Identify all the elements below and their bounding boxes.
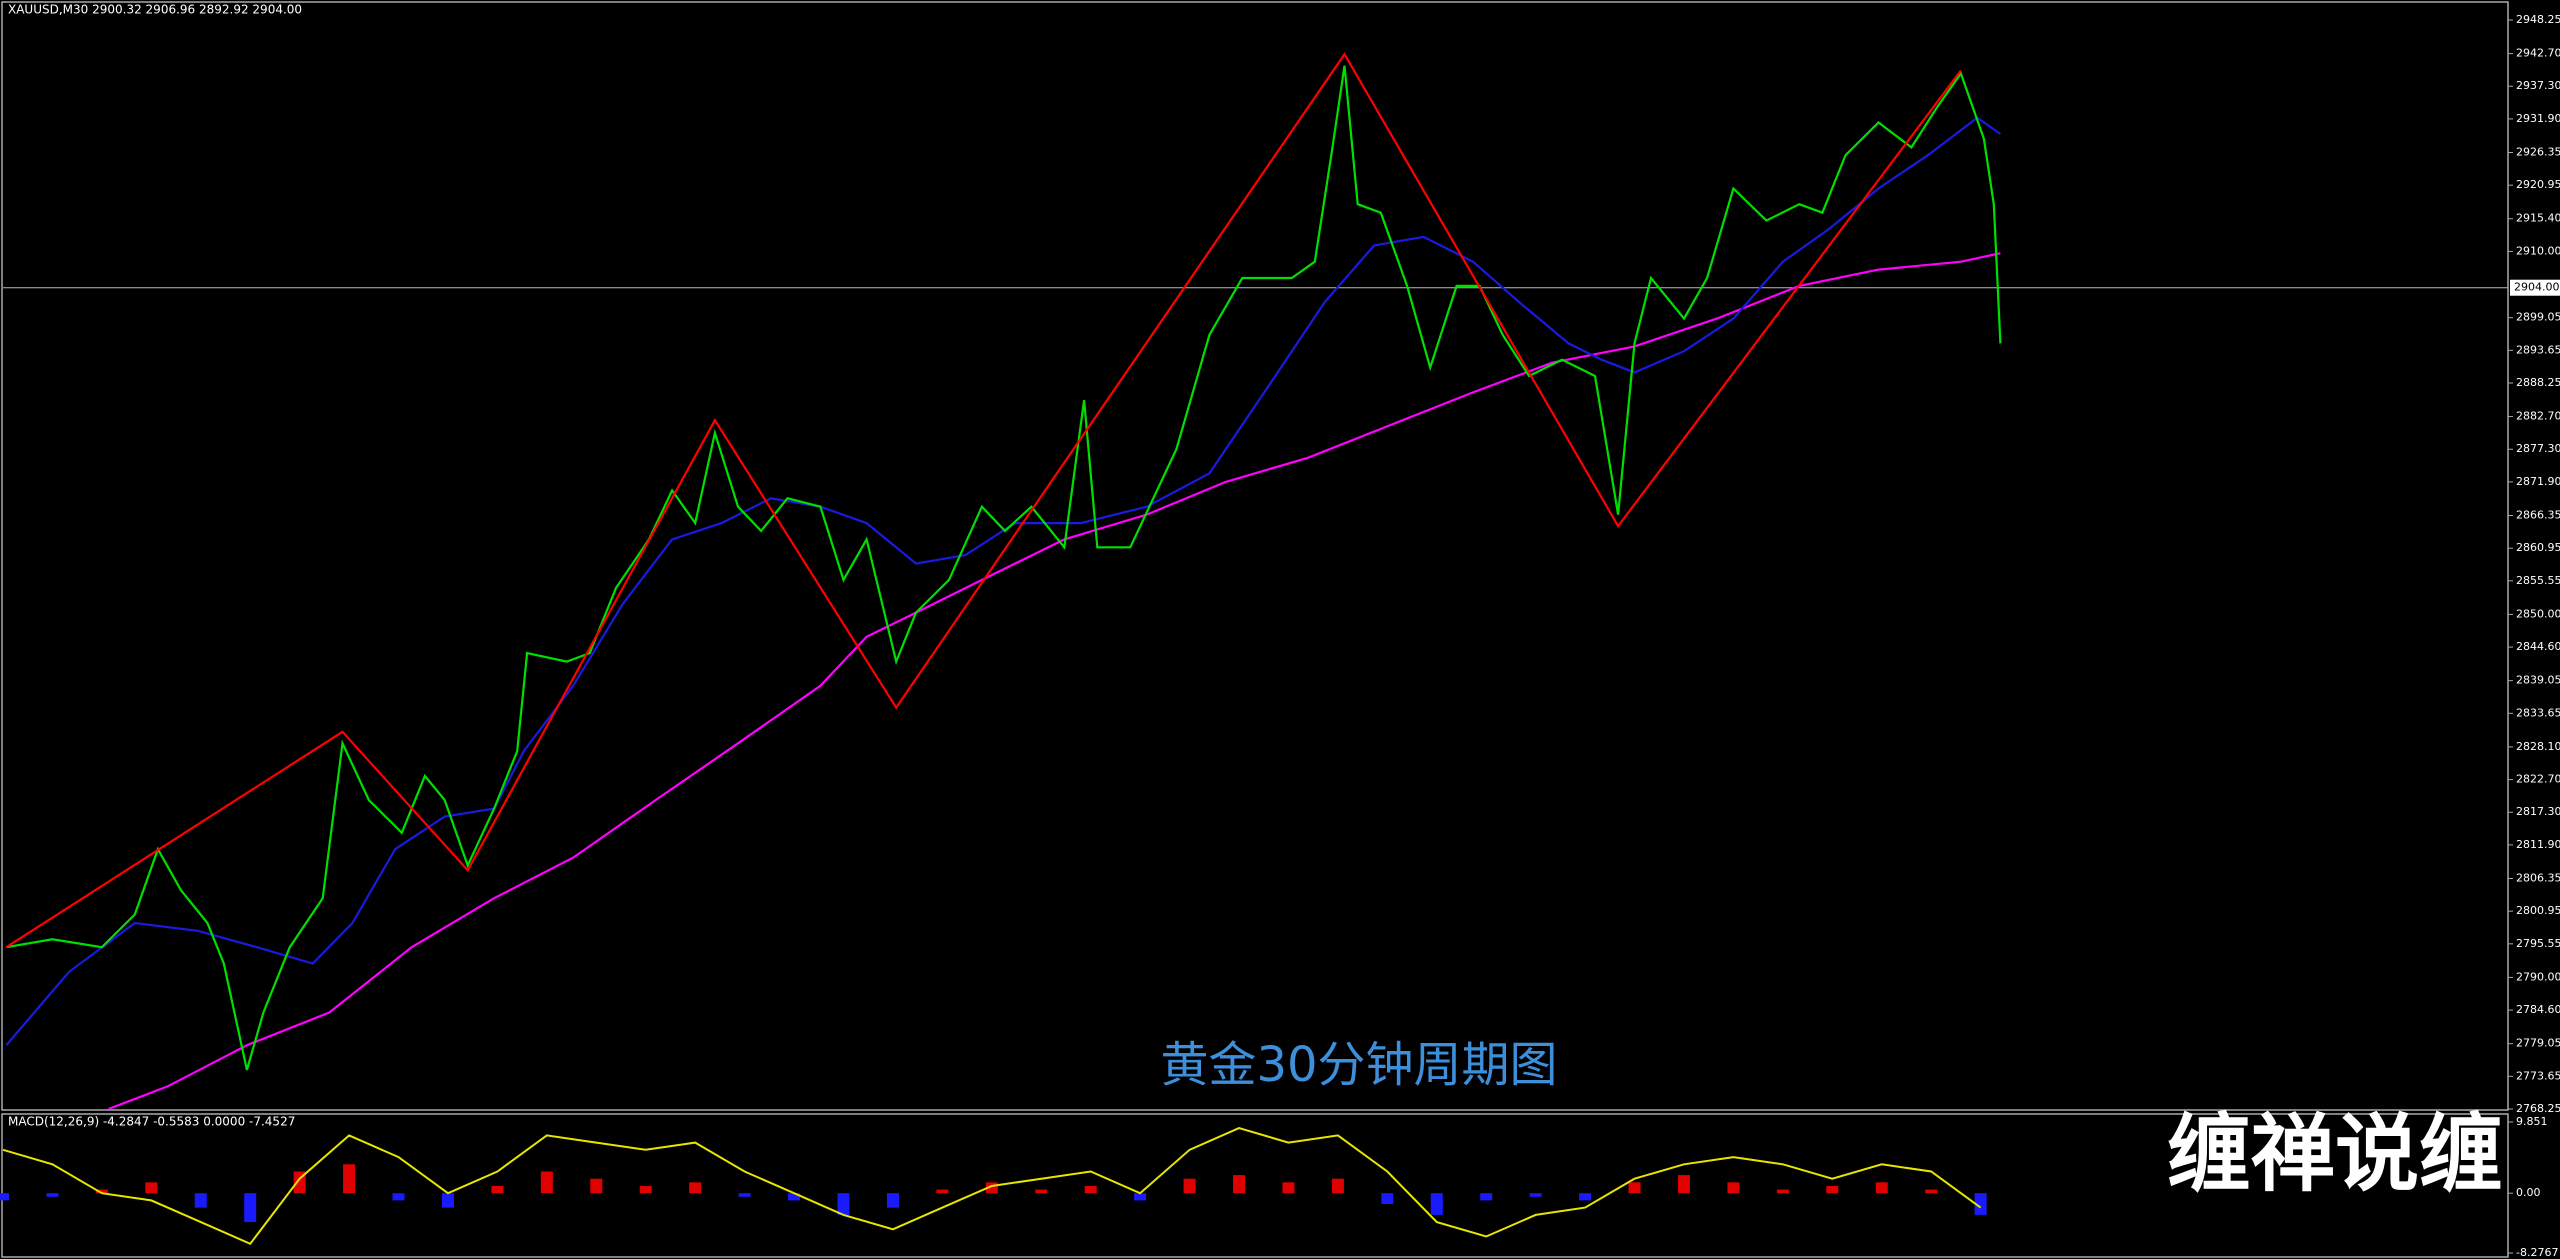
y-tick-label: 2795.55 xyxy=(2516,937,2560,950)
macd-bar xyxy=(1084,1185,1097,1194)
y-tick-label: 2779.05 xyxy=(2516,1037,2560,1050)
y-tick-label: 0.00 xyxy=(2516,1186,2541,1199)
macd-bar xyxy=(392,1193,405,1201)
macd-bar xyxy=(1480,1193,1493,1201)
y-tick-label: 2882.70 xyxy=(2516,410,2560,423)
y-tick-label: 2850.00 xyxy=(2516,607,2560,620)
macd-bar xyxy=(1233,1175,1246,1194)
y-tick-label: 2915.40 xyxy=(2516,212,2560,225)
macd-bar xyxy=(1875,1182,1888,1194)
y-tick-label: 2926.35 xyxy=(2516,145,2560,158)
macd-bar xyxy=(540,1171,553,1194)
macd-bar xyxy=(1134,1193,1147,1201)
macd-bar xyxy=(1677,1175,1690,1194)
macd-bar xyxy=(1282,1182,1295,1194)
macd-bar xyxy=(689,1182,702,1194)
y-tick-label: 2773.65 xyxy=(2516,1069,2560,1082)
y-tick-label: 2910.00 xyxy=(2516,244,2560,257)
macd-bar xyxy=(1826,1185,1839,1194)
y-tick-label: 2888.25 xyxy=(2516,376,2560,389)
y-tick-label: 2855.55 xyxy=(2516,574,2560,587)
macd-bar xyxy=(46,1193,59,1197)
macd-bar xyxy=(1331,1178,1344,1194)
price-label: 2904.00 xyxy=(2514,281,2560,294)
main-panel-frame xyxy=(1,1,2509,1111)
y-tick-label: 2806.35 xyxy=(2516,871,2560,884)
macd-bar xyxy=(0,1193,9,1201)
y-tick-label: 2937.30 xyxy=(2516,79,2560,92)
macd-bar xyxy=(1925,1189,1938,1194)
macd-bar xyxy=(1579,1193,1592,1201)
macd-bar xyxy=(1727,1182,1740,1194)
macd-bar xyxy=(343,1164,356,1194)
macd-bar xyxy=(1529,1193,1542,1197)
y-tick-label: 2790.00 xyxy=(2516,970,2560,983)
macd-panel-frame xyxy=(1,1113,2509,1258)
macd-bar xyxy=(145,1182,158,1194)
macd-title: MACD(12,26,9) -4.2847 -0.5583 0.0000 -7.… xyxy=(8,1115,295,1129)
y-tick-label: -8.2767 xyxy=(2516,1246,2558,1259)
macd-bar xyxy=(1430,1193,1443,1215)
macd-bar xyxy=(936,1189,949,1194)
y-tick-label: 2942.70 xyxy=(2516,47,2560,60)
y-tick-label: 2920.95 xyxy=(2516,178,2560,191)
y-tick-label: 2784.60 xyxy=(2516,1003,2560,1016)
y-tick-label: 2844.60 xyxy=(2516,640,2560,653)
y-tick-label: 2893.65 xyxy=(2516,343,2560,356)
y-tick-label: 2768.25 xyxy=(2516,1102,2560,1115)
y-tick-label: 2828.10 xyxy=(2516,740,2560,753)
chart-title: XAUUSD,M30 2900.32 2906.96 2892.92 2904.… xyxy=(8,3,302,17)
y-tick-label: 2866.35 xyxy=(2516,508,2560,521)
y-tick-label: 9.851 xyxy=(2516,1115,2548,1128)
macd-bar xyxy=(1035,1189,1048,1194)
macd-bar xyxy=(1974,1193,1987,1215)
y-tick-label: 2860.95 xyxy=(2516,541,2560,554)
y-tick-label: 2811.90 xyxy=(2516,838,2560,851)
macd-bar xyxy=(639,1185,652,1194)
macd-bar xyxy=(244,1193,257,1223)
macd-bar xyxy=(194,1193,207,1208)
price-label-bg xyxy=(2510,279,2560,296)
macd-bar xyxy=(738,1193,751,1197)
y-tick-label: 2800.95 xyxy=(2516,904,2560,917)
watermark: 缠禅说缠 xyxy=(2167,1105,2503,1203)
y-tick-label: 2877.30 xyxy=(2516,442,2560,455)
y-tick-label: 2822.70 xyxy=(2516,773,2560,786)
series-line xyxy=(108,252,2001,1111)
macd-bar xyxy=(441,1193,454,1208)
y-tick-label: 2931.90 xyxy=(2516,112,2560,125)
macd-bar xyxy=(1381,1193,1394,1205)
macd-bar xyxy=(1628,1182,1641,1194)
macd-bar xyxy=(1776,1189,1789,1194)
macd-bar xyxy=(1183,1178,1196,1194)
macd-bar xyxy=(837,1193,850,1215)
y-tick-label: 2839.05 xyxy=(2516,674,2560,687)
macd-bar xyxy=(886,1193,899,1208)
series-line xyxy=(6,65,2002,1071)
y-tick-label: 2871.90 xyxy=(2516,475,2560,488)
y-tick-label: 2899.05 xyxy=(2516,311,2560,324)
series-line xyxy=(5,52,1962,949)
macd-bar xyxy=(491,1185,504,1194)
macd-bar xyxy=(95,1189,108,1194)
macd-bar xyxy=(985,1182,998,1194)
macd-bar xyxy=(590,1178,603,1194)
y-tick-label: 2833.65 xyxy=(2516,706,2560,719)
macd-line xyxy=(2,1127,1982,1246)
annotation: 黄金30分钟周期图 xyxy=(1160,1037,1557,1093)
y-tick-label: 2817.30 xyxy=(2516,805,2560,818)
y-tick-label: 2948.25 xyxy=(2516,13,2560,26)
macd-bar xyxy=(788,1193,801,1201)
